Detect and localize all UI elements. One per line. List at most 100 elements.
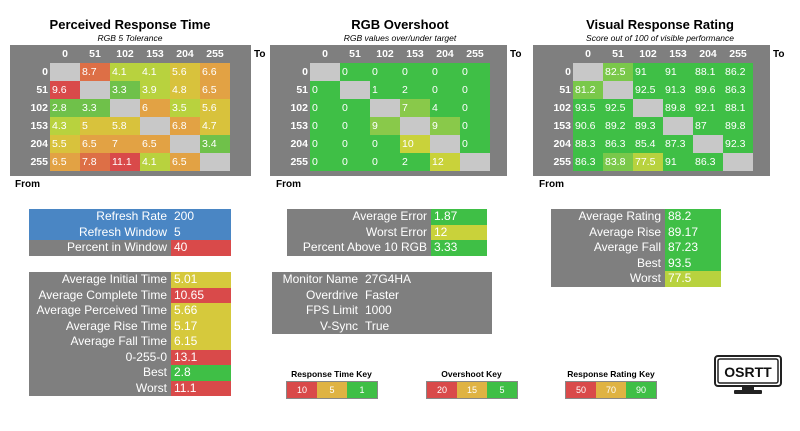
- times-value: 5.01: [171, 272, 231, 288]
- heatmap-cell: 77.5: [633, 153, 663, 171]
- heatmap-cell-blank: [110, 99, 140, 117]
- heatmap-cell: 0: [310, 99, 340, 117]
- heatmap-cell: 5.5: [50, 135, 80, 153]
- refresh-label: Refresh Rate: [29, 209, 171, 225]
- rating-title: Visual Response Rating: [586, 17, 734, 32]
- heatmap-cell: 6: [140, 99, 170, 117]
- row-header: 255: [553, 156, 571, 168]
- heatmap-cell: 89.8: [663, 99, 693, 117]
- errors-value: 12: [431, 224, 487, 240]
- heatmap-cell-blank: [80, 81, 110, 99]
- logo-text: OSRTT: [724, 364, 772, 380]
- heatmap-cell-blank: [50, 63, 80, 81]
- heatmap-cell: 6.5: [140, 135, 170, 153]
- heatmap-cell: 0: [340, 135, 370, 153]
- heatmap-cell: 89.8: [723, 117, 753, 135]
- row-header: 204: [553, 138, 571, 150]
- rating-from-label: From: [539, 179, 564, 190]
- overshoot-subtitle: RGB values over/under target: [343, 33, 457, 43]
- perceived-to-label: To: [254, 49, 266, 60]
- column-header: 51: [349, 48, 361, 60]
- refresh-row: Percent in Window 40: [29, 240, 231, 256]
- heatmap-cell: 88.3: [573, 135, 603, 153]
- heatmap-cell: 0: [340, 99, 370, 117]
- heatmap-cell-blank: [633, 99, 663, 117]
- monitor-label: V-Sync: [272, 318, 362, 334]
- heatmap-cell: 4.1: [110, 63, 140, 81]
- corner-cell: [533, 45, 573, 63]
- heatmap-cell: 0: [310, 117, 340, 135]
- heatmap-cell-blank: [573, 63, 603, 81]
- row-header: 255: [30, 156, 48, 168]
- response-key-swatch: 10: [287, 382, 317, 398]
- monitor-row: Monitor Name 27G4HA: [272, 272, 492, 288]
- heatmap-cell: 6.5: [80, 135, 110, 153]
- heatmap-cell: 0: [340, 117, 370, 135]
- overshoot-to-label: To: [510, 49, 522, 60]
- heatmap-cell: 9: [370, 117, 400, 135]
- overshoot-key-swatch: 5: [487, 382, 517, 398]
- heatmap-cell: 0: [460, 135, 490, 153]
- refresh-label: Refresh Window: [29, 224, 171, 240]
- monitor-logo-icon: OSRTT: [714, 355, 782, 395]
- heatmap-cell: 0: [460, 63, 490, 81]
- corner-cell: [10, 45, 50, 63]
- column-header: 204: [436, 48, 454, 60]
- row-header: 204: [30, 138, 48, 150]
- overshoot-title: RGB Overshoot: [351, 17, 449, 32]
- heatmap-cell: 11.1: [110, 153, 140, 171]
- heatmap-cell: 4: [430, 99, 460, 117]
- heatmap-cell: 5: [80, 117, 110, 135]
- monitor-row: Overdrive Faster: [272, 287, 492, 303]
- heatmap-cell: 0: [370, 63, 400, 81]
- overshoot-from-label: From: [276, 179, 301, 190]
- times-value: 10.65: [171, 287, 231, 303]
- column-header: 204: [176, 48, 194, 60]
- errors-value: 1.87: [431, 209, 487, 225]
- column-header: 153: [406, 48, 424, 60]
- monitor-value: 27G4HA: [362, 272, 492, 288]
- heatmap-cell-blank: [340, 81, 370, 99]
- corner-cell: [270, 45, 310, 63]
- heatmap-cell: 4.1: [140, 63, 170, 81]
- rating-subtitle: Score out of 100 of visible performance: [586, 33, 734, 43]
- column-header: 102: [639, 48, 657, 60]
- refresh-value: 5: [171, 224, 231, 240]
- heatmap-cell: 3.5: [170, 99, 200, 117]
- heatmap-row: 153 4.3 5 5.8 6.8 4.7: [10, 117, 230, 135]
- heatmap-cell-blank: [460, 153, 490, 171]
- heatmap-cell: 0: [400, 63, 430, 81]
- heatmap-cell: 86.3: [573, 153, 603, 171]
- heatmap-cell: 0: [340, 63, 370, 81]
- heatmap-cell: 92.1: [693, 99, 723, 117]
- row-header: 102: [553, 102, 571, 114]
- heatmap-cell: 9.6: [50, 81, 80, 99]
- heatmap-cell: 82.5: [603, 63, 633, 81]
- heatmap-cell: 0: [310, 81, 340, 99]
- heatmap-cell: 88.1: [723, 99, 753, 117]
- heatmap-cell-blank: [723, 153, 753, 171]
- ratings-row: Average Rating 88.2: [551, 209, 721, 225]
- heatmap-cell: 6.6: [200, 63, 230, 81]
- heatmap-cell: 8.7: [80, 63, 110, 81]
- response-key-swatch: 5: [317, 382, 347, 398]
- heatmap-row: 255 0 0 0 2 12: [270, 153, 490, 171]
- row-header: 0: [302, 66, 308, 78]
- ratings-label: Average Fall: [551, 240, 665, 256]
- heatmap-cell: 7: [400, 99, 430, 117]
- column-header: 0: [62, 48, 68, 60]
- heatmap-cell: 89.2: [603, 117, 633, 135]
- heatmap-cell: 0: [370, 153, 400, 171]
- heatmap-cell: 4.8: [170, 81, 200, 99]
- row-header: 0: [565, 66, 571, 78]
- rating-to-label: To: [773, 49, 785, 60]
- ratings-row: Average Fall 87.23: [551, 240, 721, 256]
- rating-key-swatch: 70: [596, 382, 626, 398]
- heatmap-cell: 5.8: [110, 117, 140, 135]
- column-header: 0: [322, 48, 328, 60]
- ratings-label: Average Rating: [551, 209, 665, 225]
- heatmap-cell: 0: [460, 99, 490, 117]
- ratings-label: Best: [551, 255, 665, 271]
- heatmap-cell-blank: [663, 117, 693, 135]
